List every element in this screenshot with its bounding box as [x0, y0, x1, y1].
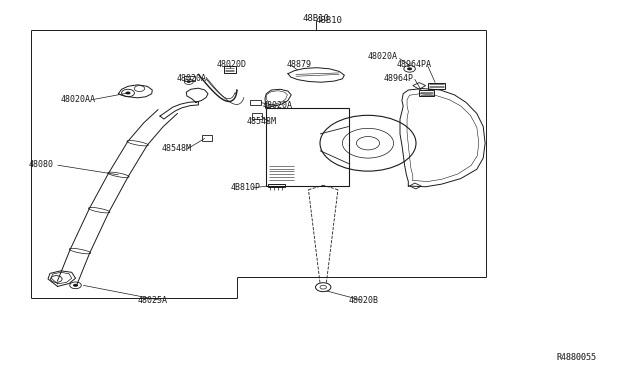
Text: 48020B: 48020B	[349, 296, 379, 305]
Text: 48020A: 48020A	[262, 101, 292, 110]
Circle shape	[187, 81, 191, 83]
Circle shape	[407, 67, 412, 70]
Text: 48020AA: 48020AA	[61, 95, 96, 104]
Text: 48964P: 48964P	[384, 74, 414, 83]
Text: 48025A: 48025A	[138, 296, 168, 305]
Text: R4880055: R4880055	[557, 353, 596, 362]
Text: 48879: 48879	[286, 60, 311, 69]
Text: 4B810P: 4B810P	[230, 183, 260, 192]
Text: 48020D: 48020D	[216, 60, 246, 69]
Text: 48020A: 48020A	[177, 74, 207, 83]
Circle shape	[125, 92, 131, 94]
Text: 48964PA: 48964PA	[397, 60, 432, 69]
Text: 48080: 48080	[29, 160, 54, 169]
Text: 48B10: 48B10	[302, 14, 329, 23]
Circle shape	[73, 284, 78, 287]
Text: 48B10: 48B10	[316, 16, 342, 25]
Text: 48548M: 48548M	[161, 144, 191, 153]
Text: R4880055: R4880055	[557, 353, 596, 362]
Text: 48020A: 48020A	[367, 52, 397, 61]
Text: 48548M: 48548M	[247, 117, 277, 126]
